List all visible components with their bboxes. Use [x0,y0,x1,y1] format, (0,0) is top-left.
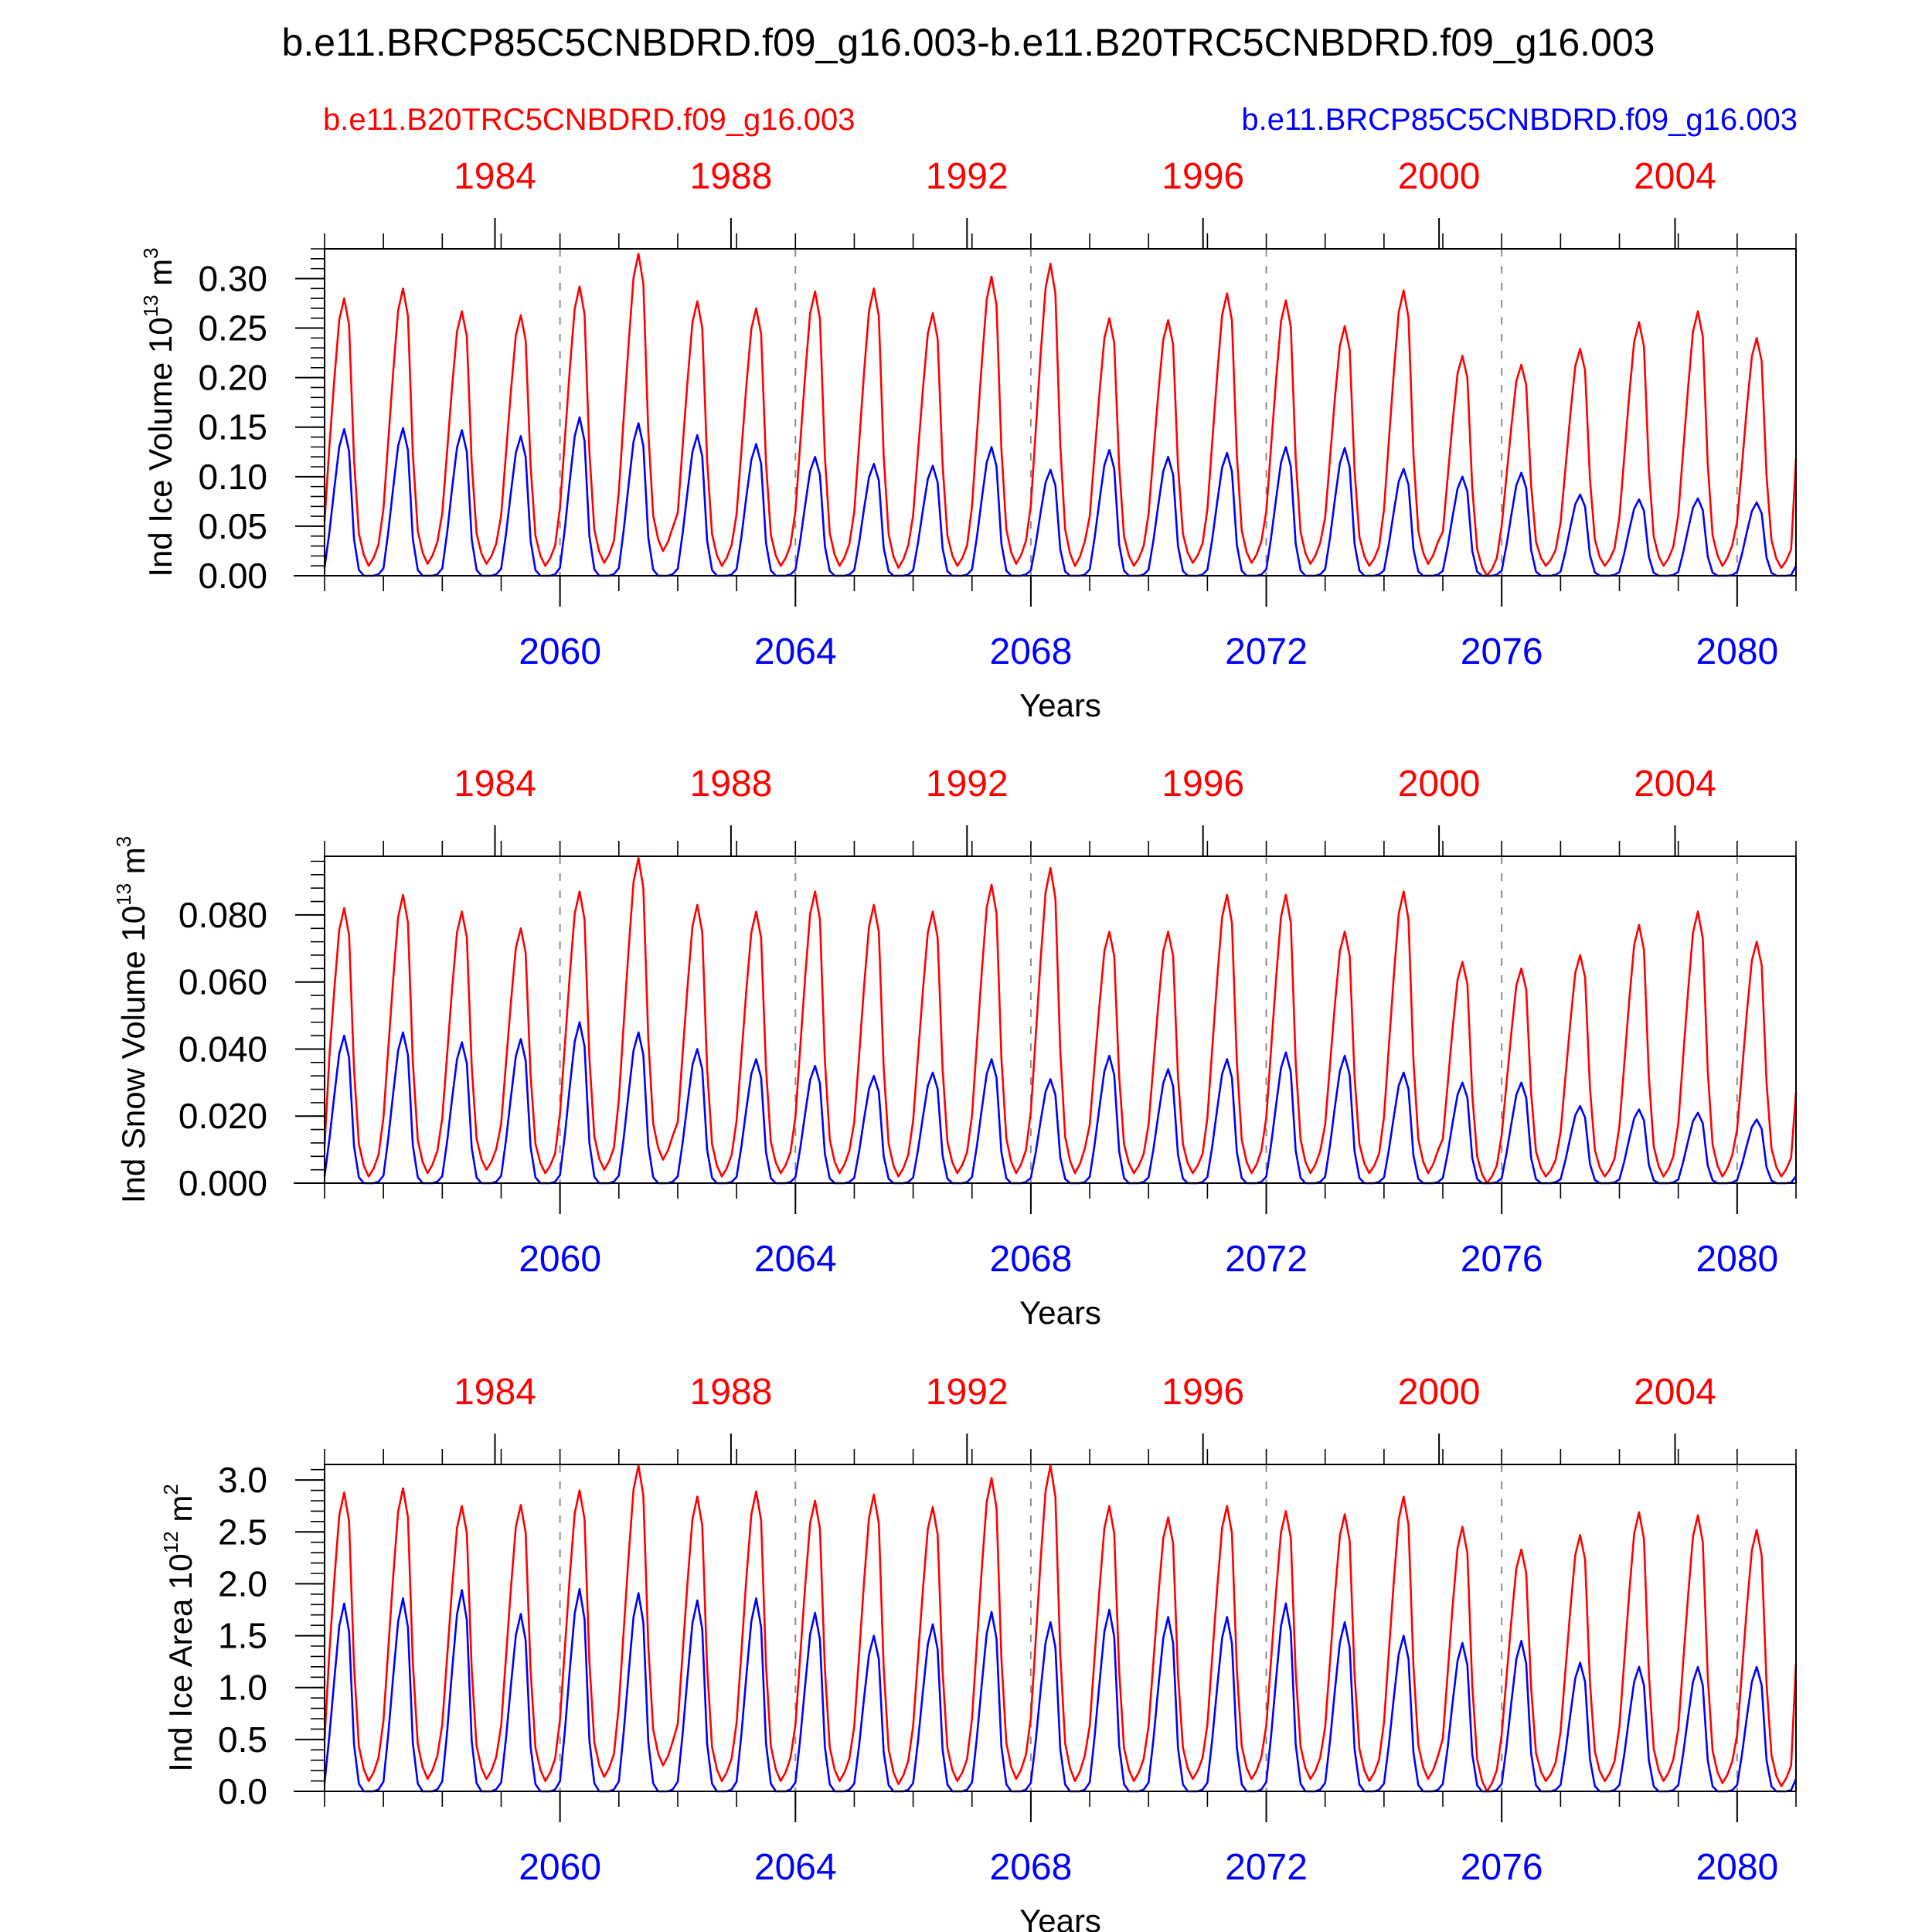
y-tick-label: 3.0 [218,1460,267,1500]
y-tick-label: 0.5 [218,1719,267,1760]
plot-frame [324,248,1797,577]
x-top-tick-label: 1996 [1162,1372,1244,1413]
y-tick-label: 0.20 [198,358,267,398]
y-tick-label: 0.080 [179,895,267,935]
x-bottom-tick-label: 2076 [1461,631,1543,672]
x-bottom-tick-label: 2072 [1225,1847,1308,1888]
x-top-tick-label: 1988 [690,764,773,804]
y-axis-label: Ind Ice Area 1012 m2 [159,1484,199,1772]
x-bottom-tick-label: 2060 [519,1239,601,1280]
x-bottom-tick-label: 2064 [754,1239,837,1280]
y-tick-label: 0.0 [218,1771,267,1811]
x-bottom-tick-label: 2080 [1696,631,1778,672]
x-bottom-tick-label: 2076 [1461,1847,1543,1888]
series-line-blue [323,1587,1798,1793]
x-bottom-tick-label: 2068 [990,631,1073,672]
x-bottom-tick-label: 2068 [990,1239,1073,1280]
x-top-tick-label: 2000 [1398,156,1481,197]
x-top-tick-label: 1992 [926,764,1009,804]
y-tick-label: 0.00 [198,556,267,596]
y-tick-label: 0.15 [198,407,267,447]
x-axis-label: Years [1019,687,1101,723]
x-top-tick-label: 2000 [1398,764,1481,804]
x-axis-label: Years [1019,1294,1101,1331]
series-line-red [323,856,1798,1185]
y-tick-label: 0.30 [198,258,267,298]
x-bottom-tick-label: 2080 [1696,1239,1778,1280]
x-top-tick-label: 1992 [926,1372,1009,1413]
x-top-tick-label: 1996 [1162,156,1244,197]
legend-red-label: b.e11.B20TRC5CNBDRD.f09_g16.003 [323,103,855,137]
panel-snow-volume: 0.000 0.020 0.040 0.060 0.080 2060 2064 2068 207… [112,764,1798,1331]
x-bottom-tick-label: 2080 [1696,1847,1778,1888]
series-line-red [323,253,1798,577]
x-bottom-tick-label: 2076 [1461,1239,1543,1280]
x-top-tick-label: 1984 [454,1372,536,1413]
x-top-tick-label: 1988 [690,1372,773,1413]
panel-ice-area: 0.0 0.5 1.0 1.5 2.0 2.5 3.0 2060 2064 2068 2072 207… [159,1372,1798,1932]
legend-blue-label: b.e11.BRCP85C5CNBDRD.f09_g16.003 [1241,103,1798,137]
plot-frame [324,1464,1797,1792]
x-top-tick-label: 1988 [690,156,773,197]
x-top-tick-label: 2004 [1634,764,1716,804]
y-tick-label: 2.5 [218,1512,267,1552]
x-bottom-tick-label: 2068 [990,1847,1073,1888]
x-top-tick-label: 1984 [454,764,536,804]
y-tick-label: 0.060 [179,962,267,1002]
x-top-tick-label: 2000 [1398,1372,1481,1413]
y-axis-label: Ind Ice Volume 1013 m3 [139,247,179,577]
y-tick-label: 0.10 [198,457,267,497]
x-bottom-tick-label: 2072 [1225,631,1308,672]
x-top-tick-label: 2004 [1634,1372,1716,1413]
x-top-tick-label: 2004 [1634,156,1716,197]
x-bottom-tick-label: 2060 [519,631,601,672]
y-tick-label: 0.020 [179,1096,267,1136]
y-tick-label: 0.000 [179,1163,267,1203]
x-top-tick-label: 1996 [1162,764,1244,804]
y-axis-label: Ind Snow Volume 1013 m3 [112,836,151,1203]
x-bottom-tick-label: 2064 [754,631,837,672]
y-tick-label: 0.25 [198,308,267,349]
figure-title: b.e11.BRCP85C5CNBDRD.f09_g16.003-b.e11.B… [282,21,1655,64]
x-bottom-tick-label: 2064 [754,1847,837,1888]
x-top-tick-label: 1984 [454,156,536,197]
x-top-tick-label: 1992 [926,156,1009,197]
plot-frame [324,855,1797,1184]
y-tick-label: 0.05 [198,506,267,546]
y-tick-label: 0.040 [179,1029,267,1069]
x-bottom-tick-label: 2072 [1225,1239,1308,1280]
panel-ice-volume: 0.00 0.05 0.10 0.15 0.20 0.25 0.30 2060 2064 2068… [139,156,1798,723]
x-bottom-tick-label: 2060 [519,1847,601,1888]
x-axis-label: Years [1019,1903,1101,1932]
y-tick-label: 2.0 [218,1563,267,1604]
series-line-red [323,1464,1798,1793]
y-tick-label: 1.5 [218,1616,267,1656]
y-tick-label: 1.0 [218,1668,267,1708]
